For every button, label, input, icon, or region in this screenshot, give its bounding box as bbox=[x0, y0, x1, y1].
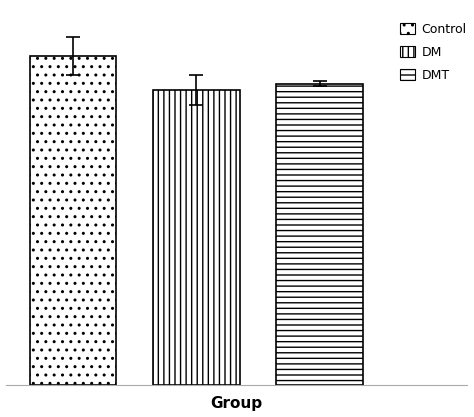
Bar bbox=[30, 56, 117, 385]
X-axis label: Group: Group bbox=[210, 397, 263, 412]
Legend: Control, DM, DMT: Control, DM, DMT bbox=[396, 20, 470, 86]
Bar bbox=[153, 90, 239, 385]
Bar bbox=[276, 83, 363, 385]
